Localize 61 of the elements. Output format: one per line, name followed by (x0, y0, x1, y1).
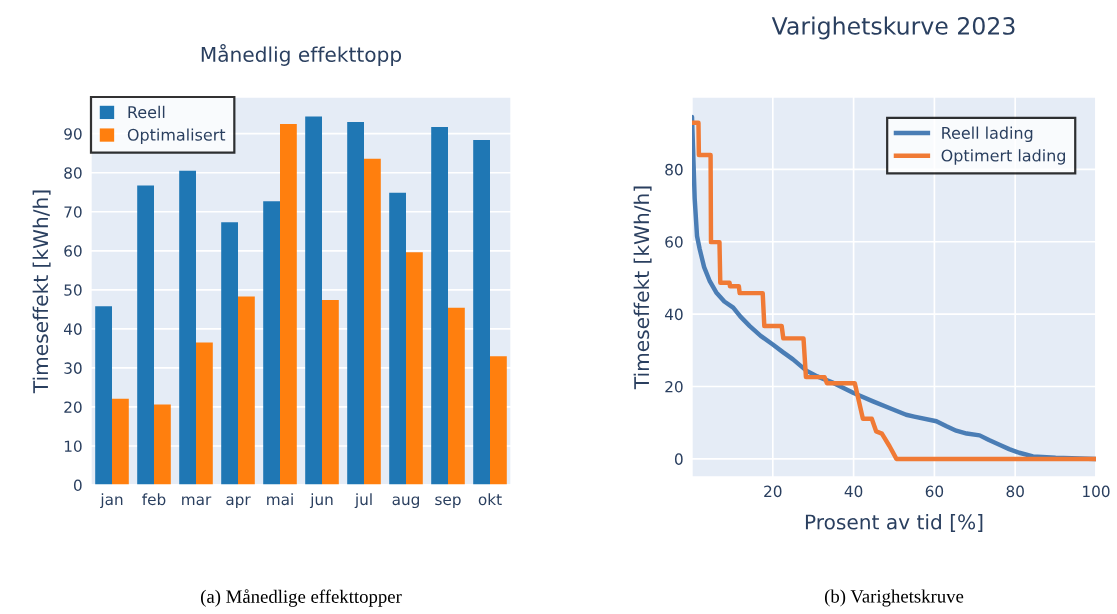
x-tick-label: jun (309, 493, 333, 509)
bar (389, 192, 406, 485)
legend-label: Optimalisert (127, 128, 226, 144)
bar (473, 139, 490, 485)
y-tick-label: 60 (665, 236, 683, 248)
legend-label: Reell lading (942, 126, 1033, 143)
bar (137, 185, 154, 485)
x-tick-label: jul (354, 493, 372, 509)
bar (112, 398, 129, 485)
x-tick-label: mai (267, 493, 293, 506)
y-tick-label: 80 (665, 163, 683, 176)
bar (154, 404, 171, 485)
y-tick-label: 20 (665, 380, 683, 393)
bar (448, 307, 465, 485)
x-tick-label: feb (142, 493, 166, 506)
x-tick-label: okt (478, 493, 502, 506)
y-tick-label: 60 (64, 245, 82, 257)
text: (b) Varighetskruve (824, 589, 964, 607)
y-axis-title: Timeseffekt [kWh/h] (32, 190, 51, 394)
y-tick-label: 50 (64, 284, 82, 296)
bar (431, 127, 448, 485)
bar (364, 158, 381, 485)
x-tick-label: 20 (764, 485, 782, 498)
bar (347, 121, 364, 485)
x-tick-label: jan (100, 493, 123, 509)
bar (221, 222, 238, 485)
bar (406, 252, 423, 485)
x-axis-title: Prosent av tid [%] (805, 514, 983, 532)
y-tick-label: 30 (64, 362, 82, 374)
y-tick-label: 70 (64, 206, 82, 218)
bar (179, 170, 196, 485)
y-tick-label: 80 (64, 167, 82, 179)
y-axis-title: Timeseffekt [kWh/h] (633, 186, 652, 390)
chart-title: Varighetskurve 2023 (771, 16, 1015, 40)
bar (322, 299, 339, 485)
x-tick-label: 80 (1006, 485, 1024, 498)
chart-title: Månedlig effekttopp (201, 44, 402, 66)
y-tick-label: 20 (64, 401, 82, 413)
x-tick-label: 40 (844, 485, 863, 498)
y-tick-label: 0 (674, 453, 683, 465)
bar (238, 296, 255, 485)
y-tick-label: 0 (73, 479, 82, 492)
bar (305, 116, 322, 485)
y-tick-label: 40 (664, 308, 683, 321)
bar (95, 306, 112, 485)
legend-label: Optimert lading (941, 149, 1065, 165)
x-tick-label: aug (392, 496, 419, 509)
legend-label: Reell (128, 105, 165, 119)
text: (a) Månedlige effekttopper (200, 589, 402, 607)
bar (280, 123, 297, 485)
x-tick-label: apr (226, 496, 251, 509)
x-tick-label: 100 (1083, 485, 1110, 498)
bar (263, 201, 280, 485)
bar (196, 342, 213, 485)
y-tick-label: 40 (63, 323, 82, 335)
y-tick-label: 10 (64, 440, 82, 452)
y-tick-label: 90 (64, 128, 82, 140)
x-tick-label: mar (182, 496, 212, 506)
x-tick-label: 60 (925, 485, 944, 498)
x-tick-label: sep (435, 496, 461, 509)
bar (490, 356, 507, 485)
